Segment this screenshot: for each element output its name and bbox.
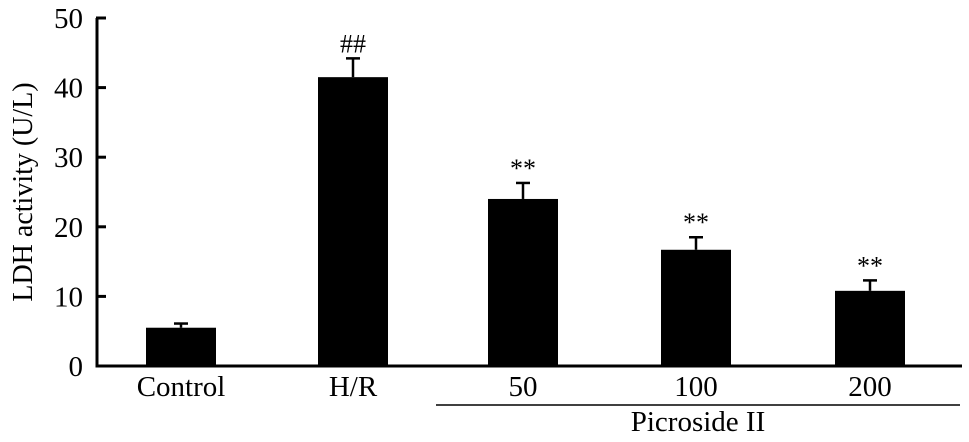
significance-mark: **: [683, 208, 709, 237]
y-tick-label: 20: [54, 212, 83, 244]
significance-mark: ##: [340, 29, 366, 58]
x-tick-label: Control: [137, 371, 226, 403]
category-labels: Control H/R 50 100 200: [137, 371, 892, 403]
bar-hr: [318, 77, 388, 366]
significance-mark: **: [857, 251, 883, 280]
significance-mark: **: [510, 154, 536, 183]
bars: ## ** ** **: [146, 29, 905, 366]
x-tick-label: H/R: [329, 371, 378, 403]
y-tick-label: 0: [69, 351, 84, 383]
bar-control: [146, 327, 216, 366]
axes: 0 10 20 30 40 50: [54, 3, 962, 383]
y-tick-label: 10: [54, 281, 83, 313]
x-tick-label: 50: [509, 371, 538, 403]
bar-50: [488, 198, 558, 366]
picroside-group-annotation: Picroside II: [436, 404, 960, 438]
y-tick-label: 30: [54, 142, 83, 174]
y-tick-label: 50: [54, 3, 83, 35]
bar-100: [661, 249, 731, 366]
bar-200: [835, 290, 905, 366]
y-axis-label: LDH activity (U/L): [8, 82, 39, 301]
x-tick-label: 200: [848, 371, 892, 403]
group-label: Picroside II: [631, 406, 766, 438]
x-tick-label: 100: [674, 371, 718, 403]
y-tick-label: 40: [54, 73, 83, 105]
